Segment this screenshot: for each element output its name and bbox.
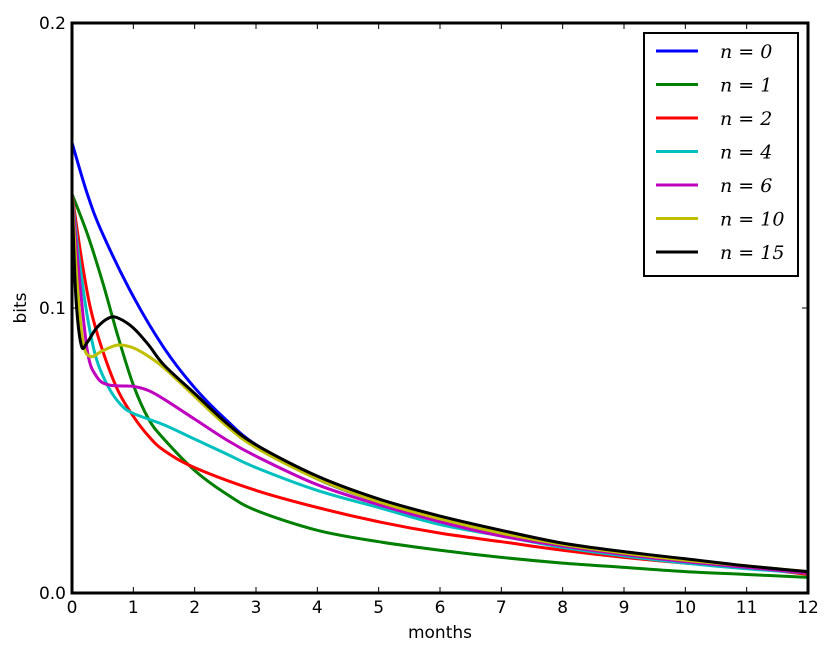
legend-label-6: n = 15 [720,242,784,264]
legend-box [643,32,799,277]
x-tick-label: 8 [557,598,568,618]
legend-label-4: n = 6 [720,175,772,197]
x-tick-label: 5 [373,598,384,618]
x-tick-label: 12 [797,598,819,618]
legend-label-5: n = 10 [720,209,784,231]
legend-label-1: n = 1 [720,75,772,97]
series-line-1 [70,192,810,579]
ticks-layer: 0 1 2 3 4 5 6 7 8 9 10 11 120.00.10.2 [39,14,819,618]
y-tick-label: 0.2 [39,14,66,34]
y-tick-label: 0.1 [39,299,66,319]
x-tick-label: 7 [496,598,507,618]
x-tick-label: 0 [67,598,78,618]
x-tick-label: 1 [128,598,139,618]
legend: n = 0 n = 1 n = 2 n = 4 n = 6 n = 10 n = 15 [643,32,799,277]
x-axis-title: months [408,623,472,643]
legend-label-0: n = 0 [720,41,772,63]
x-tick-label: 4 [312,598,323,618]
series-layer [70,141,810,579]
legend-label-3: n = 4 [720,142,772,164]
x-tick-label: 6 [435,598,446,618]
x-tick-label: 9 [619,598,630,618]
y-tick-label: 0.0 [39,584,66,604]
legend-label-2: n = 2 [720,108,772,130]
x-tick-label: 10 [675,598,697,618]
x-tick-label: 11 [736,598,758,618]
series-line-6 [70,192,810,574]
x-tick-label: 3 [251,598,262,618]
y-axis-title: bits [11,292,31,323]
x-tick-label: 2 [189,598,200,618]
